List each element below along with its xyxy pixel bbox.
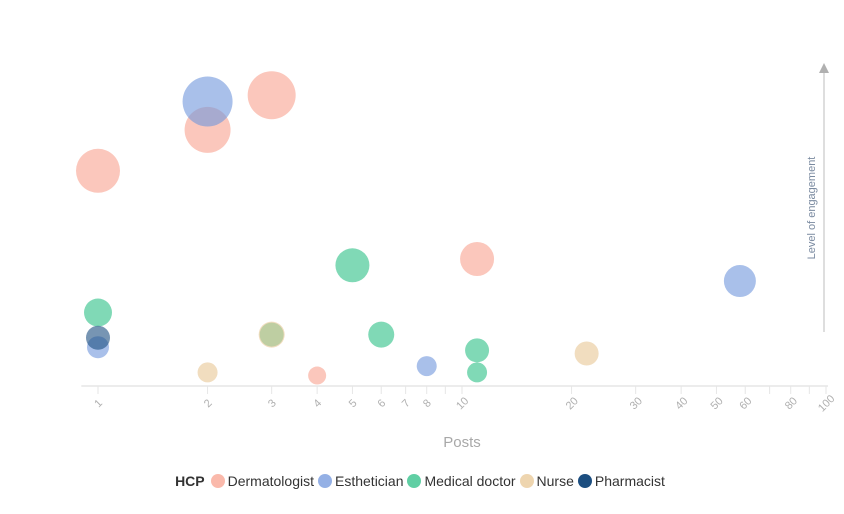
x-tick-label: 60 <box>737 395 754 412</box>
bubble-nurse <box>574 341 599 366</box>
bubble-medical-doctor <box>467 362 488 383</box>
legend-title: HCP <box>175 473 205 489</box>
bubble-nurse <box>197 362 218 383</box>
x-tick-label: 80 <box>783 395 800 412</box>
legend-marker-icon <box>318 474 332 488</box>
bubble-pharmacist <box>86 325 110 350</box>
legend-label: Medical doctor <box>424 473 516 489</box>
legend-marker-icon <box>577 474 592 488</box>
x-tick-label: 2 <box>202 397 215 410</box>
legend-item[interactable]: Nurse <box>519 473 574 489</box>
bubble-medical-doctor <box>368 321 395 348</box>
x-tick-label: 100 <box>816 393 837 414</box>
x-tick-label: 8 <box>421 397 434 410</box>
legend-item[interactable]: Medical doctor <box>407 473 516 489</box>
legend-label: Nurse <box>536 473 574 489</box>
bubble-esthetician <box>416 356 437 377</box>
x-tick-label: 20 <box>564 395 581 412</box>
x-tick-label: 7 <box>400 397 413 410</box>
bubble-dermatologist <box>308 366 327 385</box>
legend-item[interactable]: Dermatologist <box>210 473 314 489</box>
legend-marker-icon <box>210 474 225 488</box>
y-axis-label: Level of engagement <box>806 157 818 260</box>
x-tick-label: 50 <box>709 395 726 412</box>
bubble-nurse <box>258 321 285 348</box>
x-tick-label: 1 <box>92 397 105 410</box>
bubble-esthetician <box>723 265 756 298</box>
x-tick-label: 40 <box>673 395 690 412</box>
x-tick-label: 30 <box>628 395 645 412</box>
legend-label: Esthetician <box>335 473 404 489</box>
legend-item[interactable]: Esthetician <box>318 473 403 489</box>
x-tick-label: 4 <box>311 397 324 410</box>
legend-marker-icon <box>519 474 534 488</box>
legend: HCP Dermatologist Esthetician Medical doct… <box>0 473 844 489</box>
legend-label: Pharmacist <box>594 473 665 489</box>
bubble-dermatologist <box>460 242 495 276</box>
legend-item[interactable]: Pharmacist <box>577 473 665 489</box>
x-axis-label: Posts <box>443 434 481 451</box>
bubble-medical-doctor <box>84 298 112 327</box>
bubble-dermatologist <box>247 71 296 120</box>
y-axis-arrow-head <box>819 63 829 73</box>
legend-marker-icon <box>407 474 422 488</box>
bubble-medical-doctor <box>465 338 490 363</box>
bubble-dermatologist <box>76 148 120 193</box>
x-tick-label: 3 <box>266 397 279 410</box>
x-tick-label: 10 <box>454 395 471 412</box>
x-tick-label: 6 <box>376 397 389 410</box>
bubble-chart: 1 2 3 4 5 6 7 8 10 20 30 40 50 60 80 100 Posts Level of e… <box>76 63 837 451</box>
x-tick-label: 5 <box>347 397 360 410</box>
legend-label: Dermatologist <box>227 473 314 489</box>
bubble-esthetician <box>182 76 233 127</box>
bubble-medical-doctor <box>335 248 370 283</box>
